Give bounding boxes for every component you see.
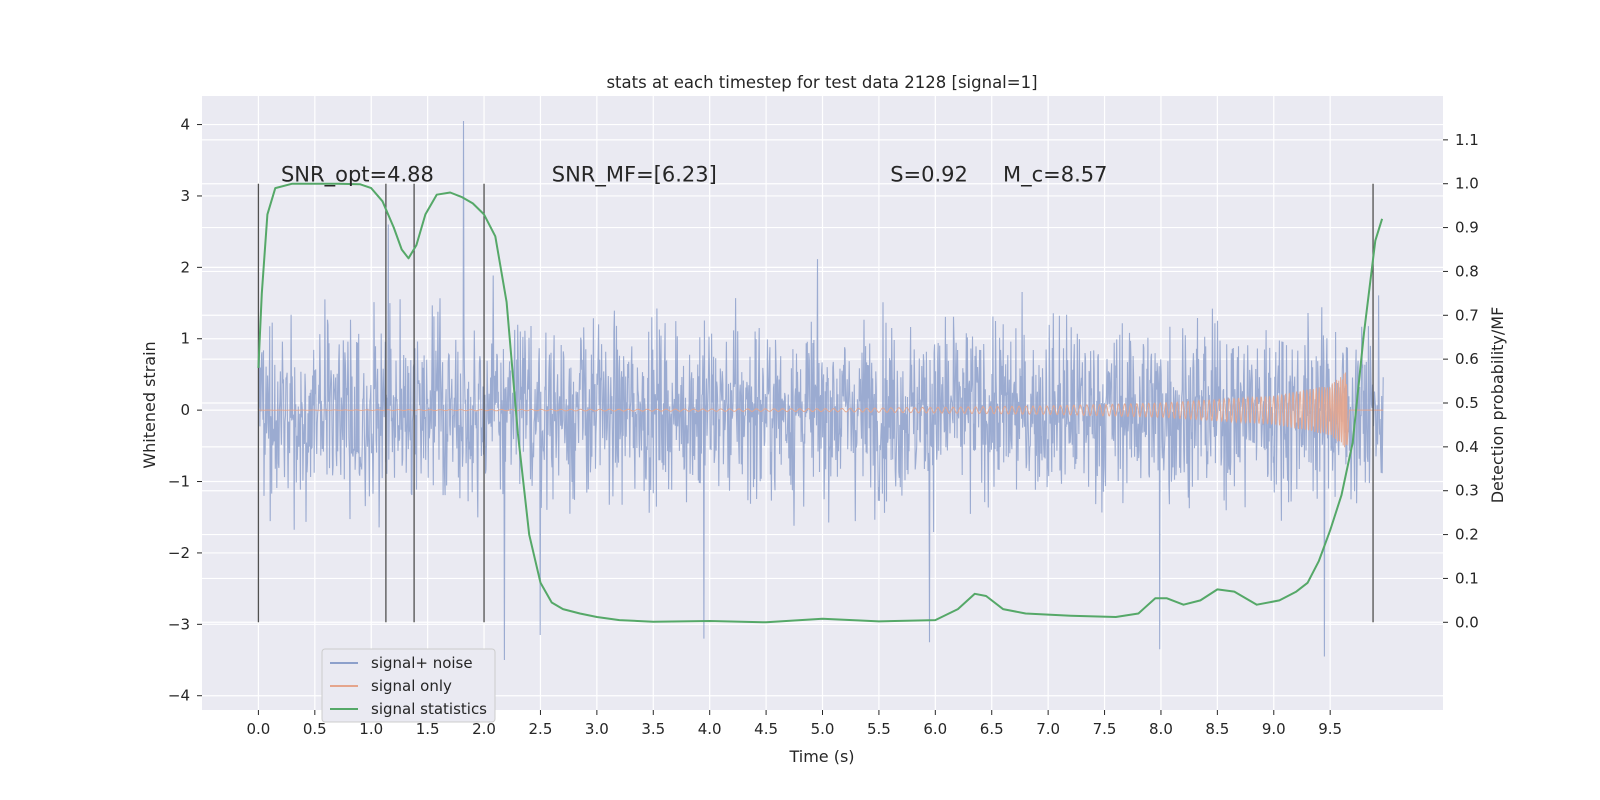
y-right-tick-label: 1.0 [1455, 175, 1479, 193]
x-tick-label: 2.0 [472, 720, 496, 738]
x-tick-label: 0.0 [246, 720, 270, 738]
y-right-tick-label: 0.0 [1455, 613, 1479, 631]
y-left-tick-label: −2 [168, 544, 190, 562]
y-right-tick-label: 0.6 [1455, 350, 1479, 368]
y-right-tick-label: 0.1 [1455, 569, 1479, 587]
annotation-0: SNR_opt=4.88 [281, 163, 434, 188]
y-right-tick-label: 0.4 [1455, 438, 1479, 456]
x-tick-label: 6.0 [923, 720, 947, 738]
y-left-tick-label: 1 [180, 330, 190, 348]
legend-label-signal-noise: signal+ noise [371, 654, 473, 672]
x-tick-label: 3.5 [641, 720, 665, 738]
x-tick-label: 9.5 [1318, 720, 1342, 738]
x-tick-label: 8.0 [1149, 720, 1173, 738]
legend-label-signal-only: signal only [371, 677, 452, 695]
x-axis-label: Time (s) [788, 747, 854, 766]
y-right-tick-label: 0.7 [1455, 306, 1479, 324]
x-tick-label: 3.0 [585, 720, 609, 738]
x-tick-label: 7.0 [1036, 720, 1060, 738]
x-tick-label: 9.0 [1262, 720, 1286, 738]
x-tick-label: 1.5 [416, 720, 440, 738]
y-right-tick-label: 0.3 [1455, 482, 1479, 500]
annotation-2: S=0.92 [890, 163, 968, 187]
x-tick-label: 6.5 [980, 720, 1004, 738]
signal-statistics-line [257, 182, 1384, 624]
y-axis-label-right: Detection probability/MF [1488, 307, 1507, 504]
y-right-tick-label: 0.5 [1455, 394, 1479, 412]
x-tick-label: 0.5 [303, 720, 327, 738]
y-right-tick-label: 0.9 [1455, 219, 1479, 237]
y-left-tick-label: −3 [168, 615, 190, 633]
x-tick-label: 7.5 [1093, 720, 1117, 738]
x-tick-label: 1.0 [359, 720, 383, 738]
y-left-tick-label: 4 [180, 116, 190, 134]
y-left-tick-label: 3 [180, 187, 190, 205]
y-axis-label-left: Whitened strain [140, 341, 159, 468]
legend: signal+ noise signal only signal statist… [321, 648, 496, 723]
x-tick-label: 4.5 [754, 720, 778, 738]
x-tick-label: 4.0 [698, 720, 722, 738]
legend-label-signal-statistics: signal statistics [371, 700, 487, 718]
x-tick-label: 8.5 [1205, 720, 1229, 738]
y-left-tick-label: −1 [168, 473, 190, 491]
y-right-tick-label: 0.2 [1455, 526, 1479, 544]
signal-only-line [258, 372, 1384, 448]
y-right-tick-label: 1.1 [1455, 131, 1479, 149]
x-tick-label: 5.5 [867, 720, 891, 738]
chart-title: stats at each timestep for test data 212… [606, 73, 1037, 92]
x-tick-label: 5.0 [811, 720, 835, 738]
signal-noise-line [257, 120, 1384, 661]
legend-box [321, 648, 496, 723]
annotation-3: M_c=8.57 [1003, 163, 1108, 188]
y-left-tick-label: 2 [180, 258, 190, 276]
y-left-tick-label: −4 [168, 687, 190, 705]
y-left-tick-label: 0 [180, 401, 190, 419]
annotation-1: SNR_MF=[6.23] [552, 163, 717, 188]
y-right-tick-label: 0.8 [1455, 262, 1479, 280]
x-tick-label: 2.5 [529, 720, 553, 738]
